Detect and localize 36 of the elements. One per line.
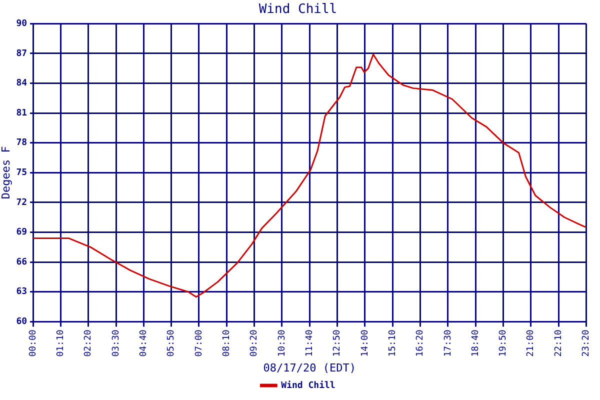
x-tick-label: 16:20	[416, 330, 426, 357]
y-tick-label: 81	[16, 108, 28, 118]
x-axis-title: 08/17/20 (EDT)	[263, 361, 356, 374]
x-tick-label: 00:00	[28, 330, 38, 357]
x-tick-label: 19:50	[498, 330, 509, 357]
y-tick-label: 87	[16, 48, 28, 59]
y-tick-label: 63	[16, 287, 28, 298]
x-tick-label: 01:10	[56, 330, 66, 357]
x-tick-label: 22:10	[554, 330, 564, 357]
y-tick-label: 84	[16, 78, 28, 89]
x-tick-label: 14:00	[360, 330, 370, 357]
y-axis-title: Degees F	[0, 146, 12, 200]
y-tick-label: 66	[16, 257, 28, 268]
y-tick-label: 69	[16, 228, 28, 238]
x-tick-label: 04:40	[139, 330, 150, 357]
x-tick-label: 07:00	[194, 330, 204, 357]
y-tick-label: 75	[16, 168, 28, 178]
x-tick-label: 18:40	[470, 330, 481, 357]
x-tick-label: 17:30	[443, 330, 454, 357]
x-tick-label: 10:30	[277, 330, 288, 357]
x-tick-label: 05:50	[166, 330, 177, 357]
x-tick-label: 11:40	[304, 330, 315, 357]
y-tick-label: 78	[16, 138, 28, 148]
y-tick-label: 60	[16, 317, 28, 328]
x-tick-label: 23:20	[582, 330, 592, 357]
chart-title: Wind Chill	[258, 2, 338, 18]
x-tick-label: 21:00	[526, 330, 536, 357]
legend-label: Wind Chill	[281, 380, 336, 391]
x-tick-label: 08:10	[222, 330, 232, 357]
x-tick-label: 09:20	[250, 330, 260, 357]
x-tick-label: 15:10	[388, 330, 398, 357]
y-tick-label: 72	[16, 198, 28, 208]
x-tick-label: 03:30	[111, 330, 122, 357]
y-tick-label: 90	[16, 18, 28, 29]
x-tick-label: 12:50	[332, 330, 343, 357]
x-tick-label: 02:20	[84, 330, 94, 357]
